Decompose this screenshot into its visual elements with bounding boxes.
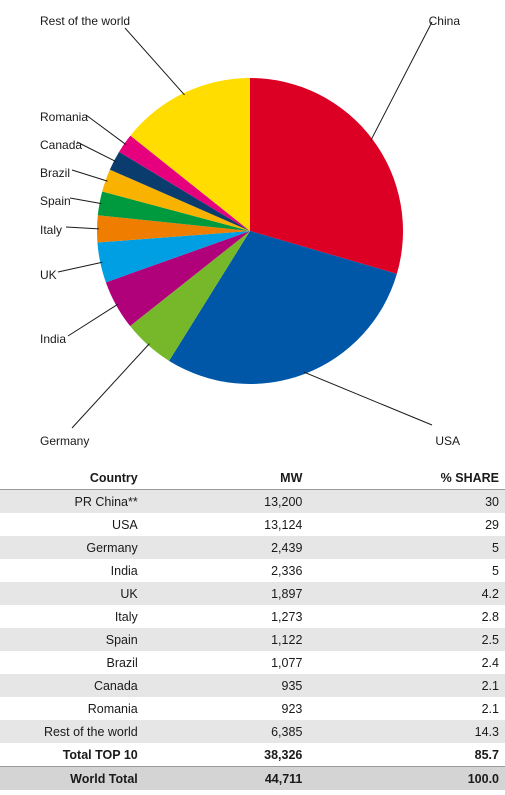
cell-mw: 6,385 [137,720,303,743]
pie-slice-germany [130,231,250,361]
cell-share: 100.0 [302,766,505,790]
cell-share: 29 [302,513,505,536]
cell-mw: 13,200 [137,489,303,513]
cell-mw: 1,077 [137,651,303,674]
pie-slice-rest-of-the-world [130,78,250,231]
cell-share: 5 [302,559,505,582]
table-row: Rest of the world 6,385 14.3 [0,720,505,743]
cell-country: Spain [0,628,138,651]
pie-slice-romania [119,135,250,231]
share-table: Country MW % SHARE PR China** 13,200 30 … [0,466,505,790]
leader-line-spain [69,197,102,205]
leader-line-rest-of-the-world [124,27,185,96]
cell-share: 2.8 [302,605,505,628]
table-row: Italy 1,273 2.8 [0,605,505,628]
slice-label-uk: UK [40,268,57,282]
cell-country: India [0,559,138,582]
slice-label-rest-of-the-world: Rest of the world [40,14,130,28]
pie-slice-spain [97,191,251,231]
cell-mw: 1,273 [137,605,303,628]
pie-chart-svg: China USA Germany India UK Italy Spain Brazil Ca… [40,14,461,448]
cell-country: Romania [0,697,138,720]
cell-mw: 935 [137,674,303,697]
cell-country: Germany [0,536,138,559]
table-row: Brazil 1,077 2.4 [0,651,505,674]
cell-share: 30 [302,489,505,513]
pie-slice-uk [97,231,250,283]
slice-label-usa: USA [435,434,460,448]
header-share: % SHARE [302,466,505,490]
cell-country: Brazil [0,651,138,674]
pie-chart: China USA Germany India UK Italy Spain Brazil Ca… [40,14,461,448]
cell-mw: 923 [137,697,303,720]
header-country: Country [0,466,138,490]
cell-country: USA [0,513,138,536]
leader-line-romania [85,114,127,146]
cell-country: Rest of the world [0,720,138,743]
cell-country: UK [0,582,138,605]
cell-country: Total TOP 10 [0,743,138,767]
table-row: Romania 923 2.1 [0,697,505,720]
cell-share: 14.3 [302,720,505,743]
pie-slice-canada [109,151,250,231]
slice-label-brazil: Brazil [40,166,70,180]
cell-mw: 44,711 [137,766,303,790]
table-row: USA 13,124 29 [0,513,505,536]
leader-line-usa [303,371,433,426]
table-row: India 2,336 5 [0,559,505,582]
leader-line-uk [57,261,103,273]
cell-share: 5 [302,536,505,559]
cell-country: World Total [0,766,138,790]
header-mw: MW [137,466,303,490]
pie-slice-usa [169,231,397,385]
table-row: PR China** 13,200 30 [0,489,505,513]
cell-country: Italy [0,605,138,628]
pie-slice-italy [97,215,250,243]
leader-line-brazil [71,169,108,182]
slice-label-china: China [429,14,461,28]
slice-label-canada: Canada [40,138,82,152]
slice-label-india: India [40,332,66,346]
leader-line-china [370,21,433,141]
table-header-row: Country MW % SHARE [0,466,505,490]
cell-share: 2.4 [302,651,505,674]
leader-line-canada [76,141,117,162]
cell-mw: 38,326 [137,743,303,767]
slice-label-romania: Romania [40,110,88,124]
cell-share: 2.5 [302,628,505,651]
cell-mw: 13,124 [137,513,303,536]
cell-share: 2.1 [302,674,505,697]
cell-mw: 1,897 [137,582,303,605]
slice-label-spain: Spain [40,194,71,208]
slice-label-italy: Italy [40,223,62,237]
total-top10-row: Total TOP 10 38,326 85.7 [0,743,505,767]
leader-line-italy [65,226,100,230]
cell-share: 2.1 [302,697,505,720]
leader-line-india [67,303,119,337]
cell-share: 85.7 [302,743,505,767]
slice-label-germany: Germany [40,434,89,448]
cell-mw: 2,439 [137,536,303,559]
cell-country: Canada [0,674,138,697]
pie-slice-brazil [102,169,250,231]
table-row: UK 1,897 4.2 [0,582,505,605]
table-row: Germany 2,439 5 [0,536,505,559]
cell-mw: 2,336 [137,559,303,582]
cell-mw: 1,122 [137,628,303,651]
pie-slice-india [105,231,250,327]
table-row: Canada 935 2.1 [0,674,505,697]
world-total-row: World Total 44,711 100.0 [0,766,505,790]
table-row: Spain 1,122 2.5 [0,628,505,651]
cell-share: 4.2 [302,582,505,605]
leader-line-germany [71,343,150,429]
pie-slice-china [250,78,404,274]
cell-country: PR China** [0,489,138,513]
